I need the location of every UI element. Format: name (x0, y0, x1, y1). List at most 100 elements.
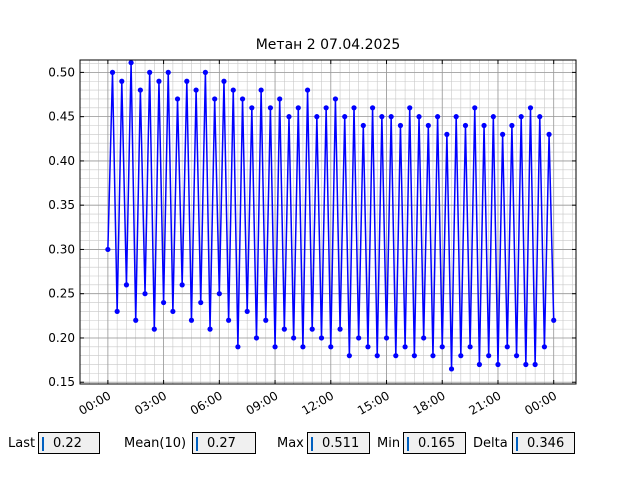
stat-value: 0.22 (38, 432, 100, 454)
point (105, 246, 111, 253)
point (318, 335, 325, 341)
stat-value: 0.165 (403, 432, 466, 454)
point (119, 78, 125, 84)
y-tick-label: 0.35 (48, 198, 75, 212)
point (365, 344, 371, 350)
point (416, 114, 422, 120)
y-tick-label: 0.20 (48, 331, 75, 345)
point (165, 69, 171, 75)
y-tick-label: 0.15 (48, 375, 75, 389)
chart: Метан 2 07.04.2025 0.15 0.20 0.25 0.30 0.35 0… (48, 37, 577, 418)
stat-label: Mean(10) (124, 436, 187, 451)
y-tick-label: 0.45 (48, 110, 75, 124)
point (198, 299, 204, 306)
point (170, 308, 176, 315)
x-tick-label: 21:00 (467, 388, 504, 417)
point (174, 96, 181, 102)
point (541, 344, 548, 350)
point (291, 335, 297, 341)
point (249, 105, 255, 111)
point (300, 344, 306, 350)
point (179, 282, 185, 288)
point (160, 299, 167, 306)
point (472, 105, 478, 111)
point (439, 344, 445, 350)
x-tick-label: 15:00 (355, 388, 392, 417)
point (202, 69, 208, 75)
point (490, 114, 496, 120)
point (239, 96, 246, 102)
point (453, 114, 459, 120)
stat-label: Min (377, 436, 401, 451)
point (156, 78, 162, 84)
point (476, 361, 483, 368)
stat-value: 0.27 (192, 432, 256, 454)
x-tick-label: 03:00 (132, 388, 169, 417)
x-tick-label: 09:00 (244, 388, 281, 417)
point (518, 114, 524, 120)
x-tick-label: 00:00 (76, 388, 113, 417)
point (332, 96, 339, 102)
point (527, 105, 534, 111)
point (407, 105, 413, 111)
point (393, 353, 399, 359)
point (323, 105, 329, 111)
point (383, 335, 390, 341)
point (337, 326, 343, 332)
point (425, 122, 431, 129)
point (272, 344, 278, 350)
point (379, 114, 385, 120)
point (346, 353, 352, 359)
point (342, 114, 348, 120)
point (448, 366, 455, 372)
point (532, 361, 538, 368)
point (263, 317, 269, 323)
point (133, 317, 139, 323)
point (258, 87, 264, 93)
point (244, 308, 250, 315)
point (509, 122, 515, 129)
stat-value: 0.511 (307, 432, 370, 454)
point (277, 96, 283, 102)
point (314, 114, 320, 120)
y-tick-label: 0.30 (48, 242, 75, 256)
stat-value: 0.346 (512, 432, 575, 454)
x-tick-label: 00:00 (522, 388, 559, 417)
point (216, 291, 222, 297)
point (411, 353, 417, 359)
point (151, 326, 157, 332)
point (147, 69, 153, 75)
point (495, 361, 501, 368)
chart-title: Метан 2 07.04.2025 (256, 37, 401, 53)
x-tick-label: 12:00 (299, 388, 336, 417)
point (226, 317, 232, 323)
point (435, 114, 441, 120)
point (537, 114, 543, 120)
point (230, 87, 236, 93)
point (207, 326, 213, 332)
point (114, 308, 120, 315)
point (267, 105, 274, 111)
plot-frame (79, 59, 577, 385)
point (374, 353, 380, 359)
point (286, 114, 292, 120)
point (142, 291, 148, 297)
point (109, 69, 116, 75)
stat-label: Max (277, 436, 304, 451)
point (137, 87, 143, 93)
point (235, 344, 241, 350)
point (421, 335, 427, 341)
point (221, 78, 227, 84)
point (481, 122, 487, 129)
y-tick-label: 0.40 (48, 154, 75, 168)
stats-panel: Last 0.22 Mean(10) 0.27 Max 0.511 Min 0.165 Delt… (0, 432, 640, 458)
point (351, 105, 357, 111)
point (360, 122, 366, 129)
point (184, 78, 190, 84)
point (309, 326, 315, 332)
point (356, 335, 362, 341)
point (551, 317, 557, 323)
point (212, 96, 218, 102)
point (304, 87, 311, 93)
